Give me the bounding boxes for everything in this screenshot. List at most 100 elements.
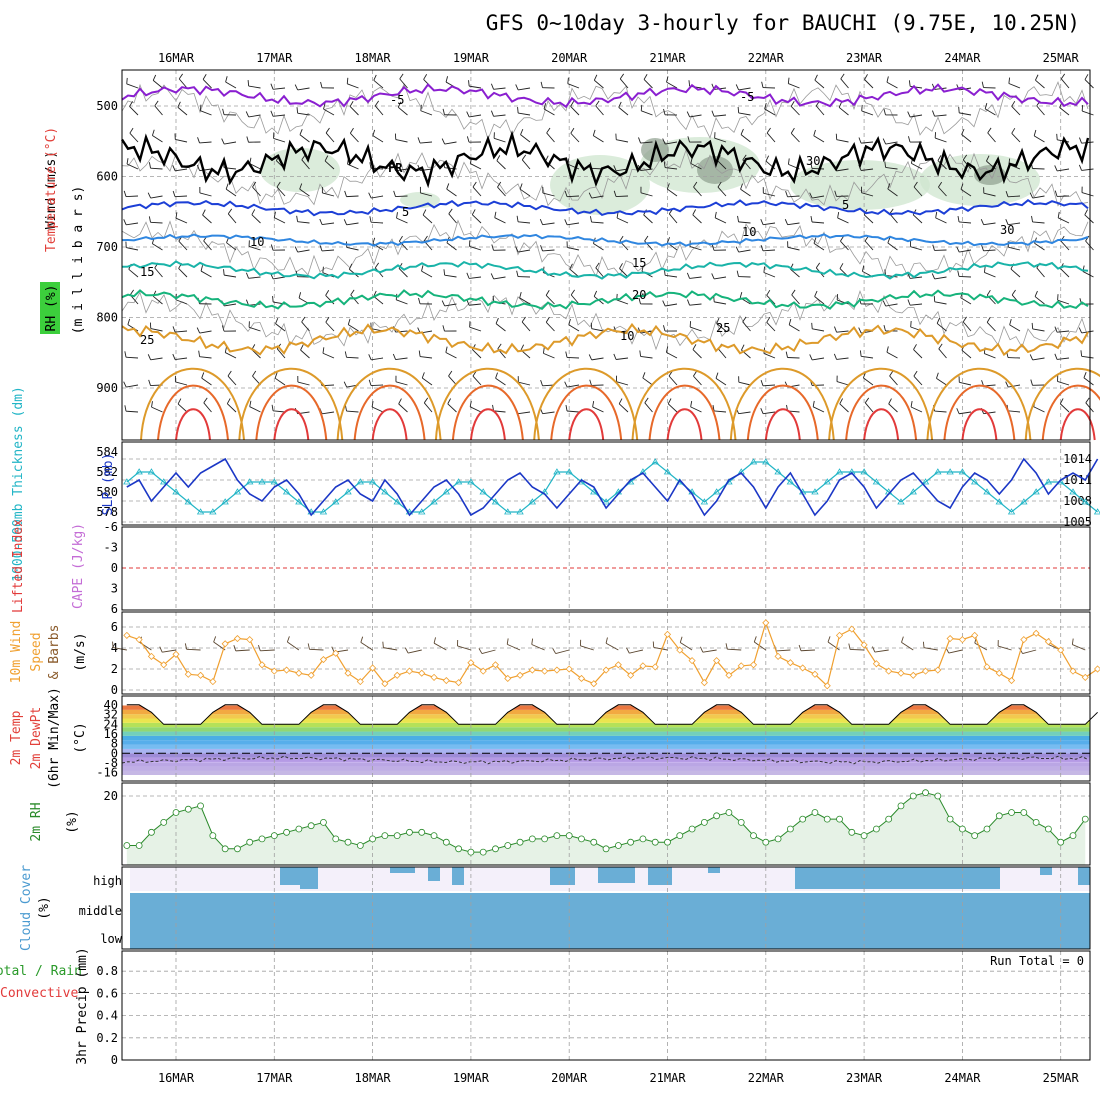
upper-wind-barb xyxy=(472,349,482,359)
upper-wind-barb-flag xyxy=(834,326,837,333)
upper-wind-barb-flag xyxy=(270,110,274,117)
upper-wind-barb-flag xyxy=(838,101,843,108)
upper-wind-barb xyxy=(177,403,188,413)
wind10-marker xyxy=(786,659,794,667)
upper-wind-barb-flag xyxy=(913,370,918,377)
date-label-top: 20MAR xyxy=(551,51,588,65)
upper-wind-barb xyxy=(763,192,776,197)
upper-wind-barb-flag xyxy=(539,218,544,225)
isotherm-p5 xyxy=(121,198,1089,217)
rh2m-marker xyxy=(1020,809,1028,816)
wind10-labels: 10m Wind Speed & Barbs (m/s) xyxy=(9,621,88,684)
upper-wind-barb-flag xyxy=(833,353,838,360)
rh2m-marker xyxy=(1008,809,1015,816)
rh2m-marker xyxy=(676,832,684,839)
upper-wind-barb xyxy=(297,87,310,91)
temp-tick: 8 xyxy=(111,737,118,751)
thickness-marker xyxy=(934,468,942,475)
thickness-tick: 578 xyxy=(96,505,118,519)
upper-wind-barb-flag xyxy=(886,76,889,83)
upper-wind-barb-flag xyxy=(123,381,127,388)
upper-wind-barb xyxy=(665,303,678,307)
rh2m-marker xyxy=(909,792,917,800)
upper-wind-barb xyxy=(126,163,139,170)
upper-wind-barb xyxy=(1059,403,1070,413)
upper-wind-barb xyxy=(668,375,678,386)
upper-wind-barb-flag xyxy=(274,372,278,379)
upper-wind-barb xyxy=(840,240,849,251)
upper-wind-barb-flag xyxy=(520,344,525,351)
upper-wind-barb xyxy=(297,381,310,386)
li-tick: 3 xyxy=(111,582,118,596)
upper-wind-barb xyxy=(570,132,580,143)
rh-shading xyxy=(260,148,340,192)
upper-wind-barb-flag xyxy=(300,344,304,351)
upper-wind-barb-flag xyxy=(172,353,176,360)
thickness-marker xyxy=(270,478,279,485)
upper-wind-barb-flag xyxy=(197,137,200,144)
li-tick: -3 xyxy=(104,541,118,555)
upper-wind-barb xyxy=(396,217,408,224)
rh2m-marker xyxy=(578,835,585,843)
rh2m-marker xyxy=(762,838,770,846)
rh2m-marker xyxy=(823,815,831,823)
upper-wind-barb xyxy=(1057,330,1070,333)
upper-wind-barb xyxy=(618,403,629,413)
upper-wind-barb xyxy=(129,106,139,116)
upper-wind-barb-flag xyxy=(983,266,986,273)
upper-wind-barb xyxy=(591,221,604,224)
upper-wind-barb-flag xyxy=(663,161,666,168)
thickness-marker xyxy=(565,468,573,475)
upper-wind-barb-flag xyxy=(398,398,402,405)
upper-wind-barb xyxy=(126,384,139,388)
upper-wind-barb xyxy=(126,222,139,226)
upper-wind-barb xyxy=(202,79,212,89)
upper-wind-barb xyxy=(619,78,629,89)
upper-wind-barb xyxy=(1084,214,1094,224)
precip-labels: Total / Rain Convective 3hr Precip (mm) … xyxy=(0,947,1084,1064)
wind10-barb xyxy=(1022,649,1037,654)
upper-wind-barb-flag xyxy=(957,215,960,223)
upper-wind-barb xyxy=(545,321,555,332)
upper-wind-barb-flag xyxy=(567,77,569,84)
upper-wind-barb xyxy=(690,163,702,170)
upper-wind-barb-flag xyxy=(986,316,991,323)
upper-wind-barb-flag xyxy=(397,101,402,108)
freezing-level xyxy=(120,130,1090,189)
thickness-marker xyxy=(872,478,881,485)
wind10-marker xyxy=(737,662,745,670)
label-freezing: FR xyxy=(388,161,403,175)
upper-wind-barb-flag xyxy=(371,401,374,408)
upper-wind-barb xyxy=(934,301,947,305)
upper-wind-barb xyxy=(836,381,849,386)
upper-wind-barb xyxy=(444,274,457,278)
thickness-marker xyxy=(1069,488,1077,495)
rh2m-marker xyxy=(664,838,671,846)
upper-wind-barb xyxy=(1032,357,1045,361)
upper-labels: Wind (m/s) Temperature (°C) RH (%) (m i … xyxy=(40,127,86,334)
upper-wind-barb-flag xyxy=(148,162,151,169)
cloud-high-bar xyxy=(1078,867,1090,885)
upper-wind-barb-flag xyxy=(613,165,617,172)
thickness-marker xyxy=(147,468,156,475)
upper-wind-barb xyxy=(934,410,947,413)
upper-wind-barb xyxy=(864,240,874,251)
upper-wind-barb-flag xyxy=(154,100,159,107)
upper-wind-barb xyxy=(543,352,555,359)
upper-wind-barb xyxy=(568,324,580,332)
upper-wind-barb xyxy=(1060,78,1070,89)
upper-wind-barb xyxy=(448,213,457,224)
upper-wind-barb-flag xyxy=(203,397,208,404)
upper-wind-barb-flag xyxy=(151,401,153,408)
upper-wind-barb-flag xyxy=(1031,322,1034,329)
upper-wind-barb xyxy=(738,87,751,91)
upper-wind-barb xyxy=(469,406,482,413)
rh2m-marker xyxy=(258,835,266,843)
upper-wind-barb xyxy=(519,297,531,305)
upper-wind-barb-flag xyxy=(618,101,622,108)
upper-wind-barb-flag xyxy=(766,127,771,134)
upper-wind-barb xyxy=(962,321,972,332)
upper-wind-barb xyxy=(569,268,580,278)
rh2m-marker xyxy=(885,815,893,823)
